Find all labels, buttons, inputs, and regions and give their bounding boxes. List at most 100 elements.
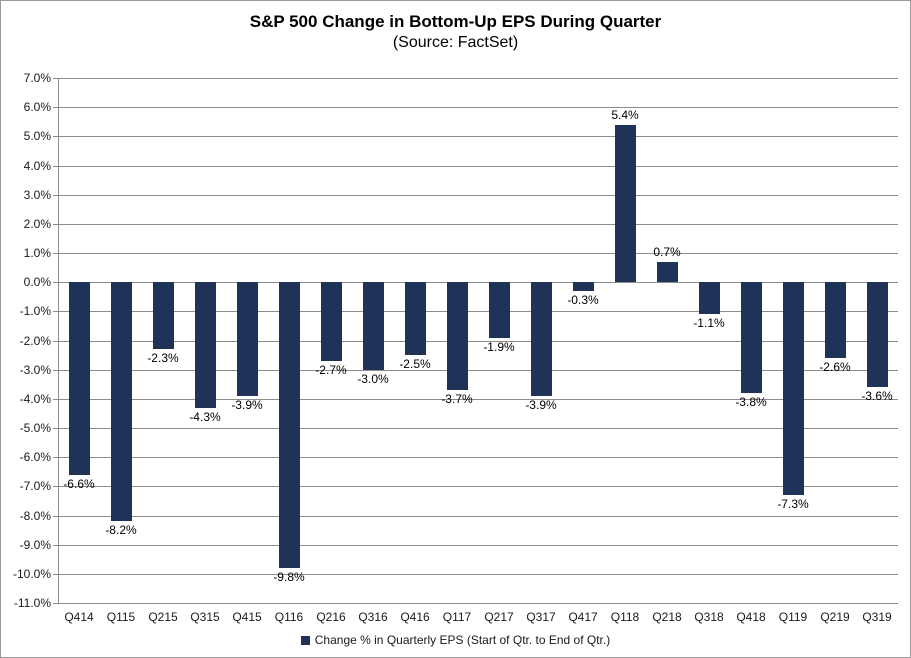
bar-value-label: -2.6% bbox=[819, 360, 851, 374]
bar bbox=[194, 282, 216, 408]
gridline bbox=[58, 282, 898, 284]
bar bbox=[740, 282, 762, 393]
legend: Change % in Quarterly EPS (Start of Qtr.… bbox=[1, 633, 910, 647]
y-axis-tick bbox=[53, 194, 58, 196]
y-axis-tick bbox=[53, 136, 58, 138]
y-axis-tick bbox=[53, 398, 58, 400]
x-axis-tick-label: Q417 bbox=[568, 610, 598, 624]
y-axis-tick-label: -1.0% bbox=[19, 304, 51, 319]
y-axis-tick bbox=[53, 340, 58, 342]
gridline bbox=[58, 573, 898, 575]
gridline bbox=[58, 603, 898, 604]
x-axis-tick-label: Q215 bbox=[148, 610, 178, 624]
y-axis-tick bbox=[53, 486, 58, 488]
bar-value-label: -9.8% bbox=[273, 570, 305, 584]
bar bbox=[530, 282, 552, 396]
y-axis-tick-label: 3.0% bbox=[23, 187, 51, 202]
x-axis-tick-label: Q219 bbox=[820, 610, 850, 624]
gridline bbox=[58, 107, 898, 109]
gridline bbox=[58, 194, 898, 196]
bar-value-label: -3.9% bbox=[525, 397, 557, 412]
chart-subtitle: (Source: FactSet) bbox=[392, 34, 519, 51]
y-axis-tick-label: -8.0% bbox=[19, 508, 51, 523]
y-axis-tick-label: -4.0% bbox=[19, 391, 51, 406]
bar-value-label: -1.1% bbox=[693, 316, 725, 331]
bar-value-label: -6.6% bbox=[63, 476, 95, 491]
bar-value-label: -3.6% bbox=[861, 389, 893, 404]
y-axis-tick-label: -10.0% bbox=[12, 566, 51, 581]
bar-value-label: -3.9% bbox=[231, 397, 263, 412]
x-axis-tick-label: Q115 bbox=[106, 610, 136, 624]
y-axis-tick bbox=[53, 428, 58, 429]
gridline bbox=[58, 165, 898, 167]
legend-marker-icon bbox=[300, 635, 310, 645]
y-axis-tick bbox=[53, 311, 58, 313]
x-axis-tick-label: Q414 bbox=[64, 610, 94, 624]
bar bbox=[698, 282, 720, 315]
bar bbox=[614, 124, 636, 283]
bar bbox=[236, 282, 258, 396]
y-axis-tick bbox=[53, 603, 58, 604]
y-axis-tick-label: 4.0% bbox=[23, 158, 51, 173]
bar-value-label: -4.3% bbox=[189, 409, 221, 424]
y-axis-tick-label: 6.0% bbox=[23, 100, 51, 115]
x-axis-tick-label: Q416 bbox=[400, 610, 430, 624]
chart-title: S&P 500 Change in Bottom-Up EPS During Q… bbox=[249, 12, 662, 31]
bar bbox=[68, 282, 90, 475]
y-axis-tick bbox=[53, 282, 58, 284]
x-axis-tick-label: Q318 bbox=[694, 610, 724, 624]
y-axis-tick-label: -5.0% bbox=[19, 421, 51, 435]
y-axis-tick-label: -9.0% bbox=[19, 537, 51, 552]
y-axis-tick-label: -6.0% bbox=[19, 450, 51, 465]
gridline bbox=[58, 253, 898, 254]
bar bbox=[110, 282, 132, 522]
y-axis-tick bbox=[53, 223, 58, 225]
bar bbox=[488, 282, 510, 338]
bar-value-label: 0.7% bbox=[653, 244, 681, 259]
gridline bbox=[58, 486, 898, 488]
bar-value-label: -2.3% bbox=[147, 351, 179, 366]
x-axis-tick-label: Q218 bbox=[652, 610, 682, 624]
bar-value-label: -2.7% bbox=[315, 362, 347, 377]
x-axis-tick-label: Q319 bbox=[862, 610, 892, 624]
gridline bbox=[58, 223, 898, 225]
bar bbox=[362, 282, 384, 370]
x-axis-tick-label: Q216 bbox=[316, 610, 346, 624]
gridline bbox=[58, 311, 898, 313]
x-axis-tick-label: Q317 bbox=[526, 610, 556, 624]
bar-value-label: -8.2% bbox=[105, 523, 137, 538]
bar bbox=[656, 261, 678, 283]
gridline bbox=[58, 369, 898, 371]
y-axis-tick bbox=[53, 544, 58, 546]
x-axis-tick-label: Q316 bbox=[358, 610, 388, 624]
x-axis-tick-label: Q415 bbox=[232, 610, 262, 624]
gridline bbox=[58, 428, 898, 429]
y-axis-tick-label: 2.0% bbox=[23, 216, 51, 231]
x-axis-tick-label: Q116 bbox=[274, 610, 304, 624]
gridline bbox=[58, 340, 898, 342]
bar-value-label: -7.3% bbox=[777, 497, 809, 512]
y-axis-tick-label: 0.0% bbox=[23, 275, 51, 290]
bar-value-label: -1.9% bbox=[483, 339, 515, 354]
y-axis-tick-label: 5.0% bbox=[23, 129, 51, 144]
y-axis-tick bbox=[53, 253, 58, 254]
bar-value-label: -3.7% bbox=[441, 392, 473, 407]
y-axis-tick-label: -11.0% bbox=[13, 596, 51, 610]
gridline bbox=[58, 136, 898, 138]
bar bbox=[572, 282, 594, 291]
y-axis-tick bbox=[53, 165, 58, 167]
y-axis-tick bbox=[53, 515, 58, 517]
bar bbox=[446, 282, 468, 391]
gridline bbox=[58, 544, 898, 546]
x-axis-tick-label: Q118 bbox=[610, 610, 640, 624]
bar bbox=[152, 282, 174, 350]
gridline bbox=[58, 515, 898, 517]
bar-value-label: 5.4% bbox=[611, 107, 639, 122]
bar bbox=[782, 282, 804, 496]
gridline bbox=[58, 457, 898, 459]
bar bbox=[320, 282, 342, 361]
y-axis-tick bbox=[53, 78, 58, 79]
x-axis-tick-label: Q315 bbox=[190, 610, 220, 624]
gridline bbox=[58, 78, 898, 79]
bar-value-label: -0.3% bbox=[567, 292, 599, 307]
